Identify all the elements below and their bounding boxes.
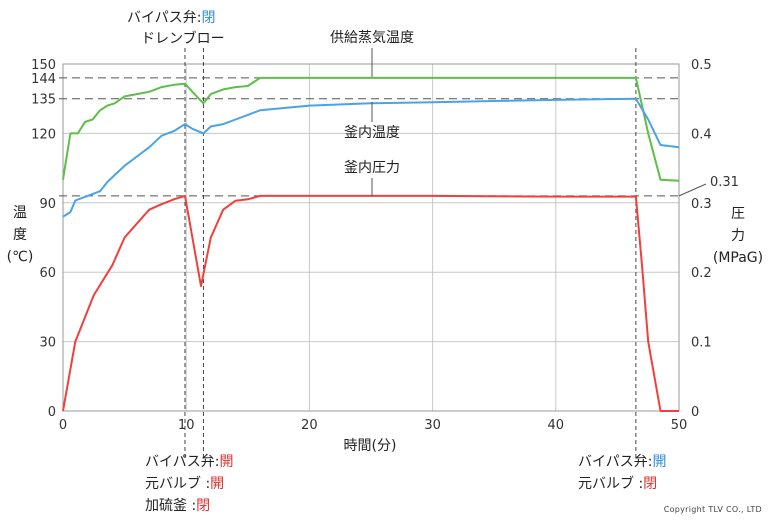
x-tick-label: 30	[424, 418, 441, 433]
series-line-1	[62, 97, 680, 218]
bottom-left-annotation: 加硫釜 :閉	[145, 498, 210, 514]
x-tick-label: 20	[301, 418, 318, 433]
top-annotation-bypass-state: 閉	[201, 10, 215, 26]
series-label-steam: 供給蒸気温度	[330, 30, 414, 46]
y-right-tick-label: 0.1	[691, 336, 712, 351]
bottom-right-annotation: 元バルブ :閉	[578, 475, 657, 492]
y-right-axis-label: (MPaG)	[713, 250, 763, 266]
y-left-tick-label: 0	[48, 405, 56, 420]
x-tick-label: 0	[59, 418, 67, 433]
bottom-left-annotation-state: 閉	[196, 498, 210, 514]
y-left-tick-label: 135	[31, 93, 56, 108]
y-left-axis-label: 度	[13, 227, 27, 243]
y-right-tick-label: 0	[691, 405, 699, 420]
y-right-tick-label: 0.4	[691, 127, 712, 142]
y-left-axis-label: (℃)	[7, 249, 34, 265]
y-left-tick-label: 144	[31, 72, 56, 87]
y-right-tick-label: 0.3	[691, 197, 712, 212]
y-left-tick-label: 150	[31, 58, 56, 73]
y-right-tick-label: 0.5	[691, 58, 712, 73]
bottom-right-annotation-state: 開	[652, 454, 666, 470]
x-tick-label: 50	[671, 418, 688, 433]
bottom-left-annotation: バイパス弁:開	[145, 454, 233, 470]
bottom-left-annotation-state: 開	[210, 476, 224, 492]
y-left-axis-label: 温	[13, 205, 27, 221]
y-left-tick-label: 90	[39, 197, 56, 212]
y-right-tick-label: 0.2	[691, 266, 712, 281]
bottom-left-annotation: 元バルブ :開	[145, 475, 224, 492]
x-axis-label: 時間(分)	[344, 438, 397, 454]
y-left-tick-label: 60	[39, 266, 56, 281]
top-annotation-drain: ドレンブロー	[141, 30, 225, 47]
x-tick-label: 40	[548, 418, 565, 433]
copyright-text: Copyright TLV CO., LTD	[664, 505, 762, 514]
x-tick-label: 10	[178, 418, 195, 433]
y-right-axis-label: 力	[731, 228, 745, 244]
callout-leader	[678, 183, 707, 197]
y-left-tick-label: 120	[31, 127, 56, 142]
series-line-0	[62, 76, 680, 182]
y-right-axis-label: 圧	[731, 206, 745, 222]
grid-lines	[62, 63, 680, 412]
series-label-vessel-pressure: 釜内圧力	[344, 160, 400, 176]
top-annotation-bypass: バイパス弁:閉	[127, 10, 215, 26]
bottom-right-annotation: バイパス弁:開	[578, 454, 666, 470]
callout-label: 0.31	[710, 175, 739, 190]
series-label-vessel-temp: 釜内温度	[344, 125, 400, 141]
bottom-left-annotation-state: 開	[219, 454, 233, 470]
y-left-tick-label: 30	[39, 336, 56, 351]
bottom-right-annotation-state: 閉	[643, 476, 657, 492]
series-line-2	[62, 194, 679, 412]
plot-border	[62, 63, 680, 412]
